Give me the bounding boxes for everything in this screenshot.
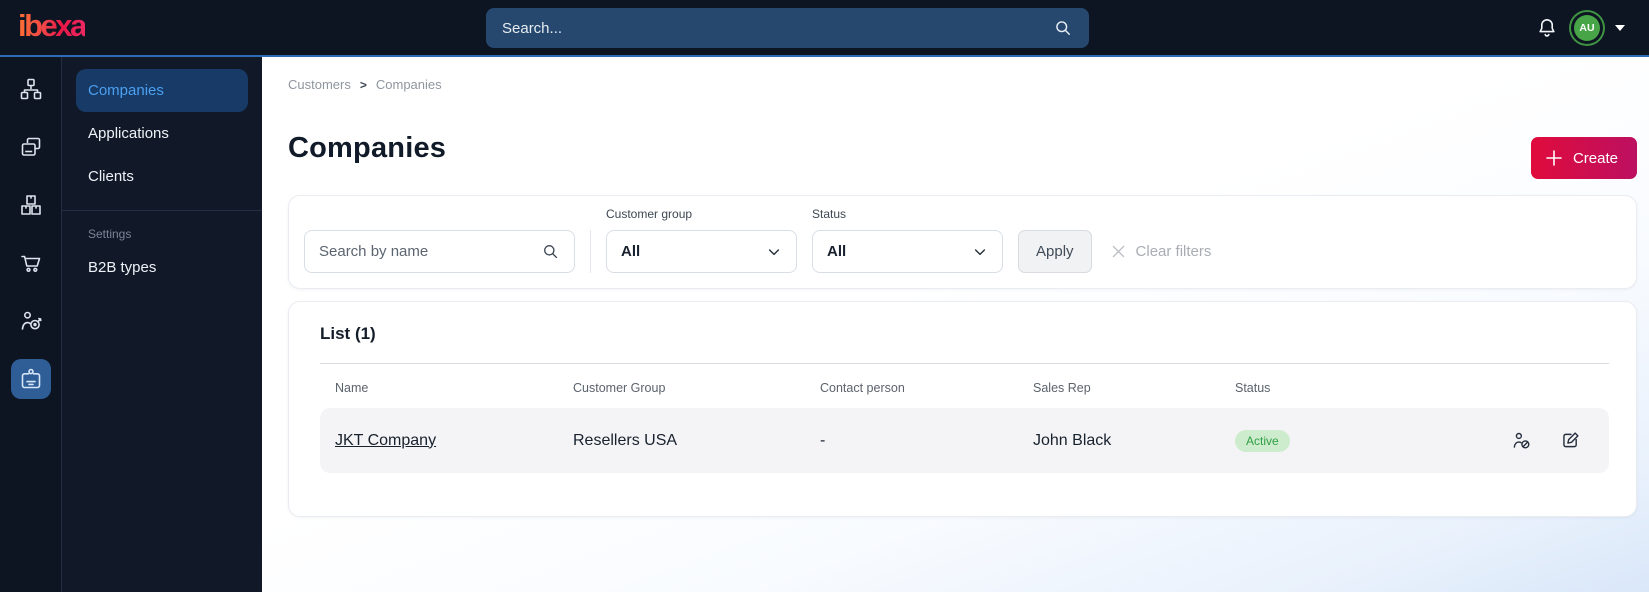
status-label: Status (812, 207, 847, 221)
breadcrumb-separator-icon: > (359, 77, 367, 92)
sidebar-item-clients[interactable]: Clients (88, 168, 134, 185)
breadcrumb-customers[interactable]: Customers (288, 77, 351, 92)
filter-search-input[interactable] (319, 243, 541, 260)
icon-rail (0, 57, 62, 592)
products-boxes-icon[interactable] (11, 185, 51, 225)
list-heading: List (1) (320, 324, 376, 343)
customer-badge-icon[interactable] (10, 359, 51, 399)
status-select[interactable]: All (812, 230, 1003, 273)
chevron-down-icon (972, 244, 988, 260)
sidebar-item-applications[interactable]: Applications (88, 125, 169, 142)
apply-button[interactable]: Apply (1018, 230, 1092, 273)
company-name-link[interactable]: JKT Company (335, 431, 437, 449)
column-header-status: Status (1235, 381, 1271, 395)
close-icon (1110, 243, 1127, 260)
list-divider (320, 363, 1609, 364)
status-value: All (827, 243, 847, 260)
customer-group-value: All (621, 243, 641, 260)
sidebar-divider (62, 210, 262, 211)
global-search-input[interactable] (502, 19, 1053, 37)
create-button[interactable]: Create (1530, 137, 1637, 179)
plus-icon (1545, 149, 1563, 167)
list-card: List (1) Name Customer Group Contact per… (288, 301, 1637, 517)
sales-rep-cell: John Black (1033, 431, 1112, 449)
breadcrumb-companies[interactable]: Companies (375, 77, 442, 92)
sidebar: Companies Applications Clients Settings … (62, 57, 262, 592)
clear-filters-label: Clear filters (1135, 243, 1212, 260)
table-row: JKT Company Resellers USA - John Black A… (320, 408, 1609, 473)
filter-divider (590, 230, 591, 273)
content-tree-icon[interactable] (11, 69, 51, 109)
chevron-down-icon (766, 244, 782, 260)
filters-card: Customer group All Status All (288, 195, 1637, 289)
column-header-sales-rep: Sales Rep (1033, 381, 1091, 395)
table-header-row: Name Customer Group Contact person Sales… (320, 381, 1609, 395)
edit-icon[interactable] (1560, 430, 1581, 451)
sidebar-section-label: Settings (88, 227, 132, 241)
row-actions (1493, 430, 1609, 451)
status-badge: Active (1235, 429, 1290, 452)
customer-group-cell: Resellers USA (573, 431, 678, 449)
clear-filters-button[interactable]: Clear filters (1110, 230, 1212, 273)
ibexa-logo[interactable]: ibexa (18, 8, 87, 47)
cart-icon[interactable] (11, 243, 51, 283)
breadcrumb: Customers > Companies (288, 77, 1637, 92)
topbar-right: AU (1535, 14, 1649, 41)
sidebar-item-companies[interactable]: Companies (76, 69, 248, 112)
deactivate-user-icon[interactable] (1511, 430, 1532, 451)
customer-group-label: Customer group (606, 207, 693, 221)
pages-icon[interactable] (11, 127, 51, 167)
sidebar-item-b2b-types[interactable]: B2B types (88, 259, 157, 276)
create-button-label: Create (1572, 149, 1618, 167)
column-header-name: Name (335, 381, 369, 395)
search-icon[interactable] (1053, 18, 1073, 38)
search-icon[interactable] (541, 242, 560, 261)
user-avatar[interactable]: AU (1574, 14, 1600, 41)
customer-group-field: Customer group All (606, 207, 797, 273)
filter-search-box[interactable] (304, 230, 575, 273)
customer-group-select[interactable]: All (606, 230, 797, 273)
contact-person-cell: - (820, 431, 826, 449)
topbar: ibexa AU (0, 0, 1649, 57)
notifications-bell-icon[interactable] (1535, 16, 1559, 40)
main-content: Customers > Companies Create Companies (262, 57, 1649, 592)
column-header-customer-group: Customer Group (573, 381, 666, 395)
user-menu-caret-icon[interactable] (1615, 24, 1625, 31)
status-field: Status All (812, 207, 1003, 273)
global-search[interactable] (486, 8, 1089, 48)
column-header-contact-person: Contact person (820, 381, 905, 395)
app-body: Companies Applications Clients Settings … (0, 57, 1649, 592)
page-title: Companies (288, 132, 447, 164)
audience-target-icon[interactable] (11, 301, 51, 341)
